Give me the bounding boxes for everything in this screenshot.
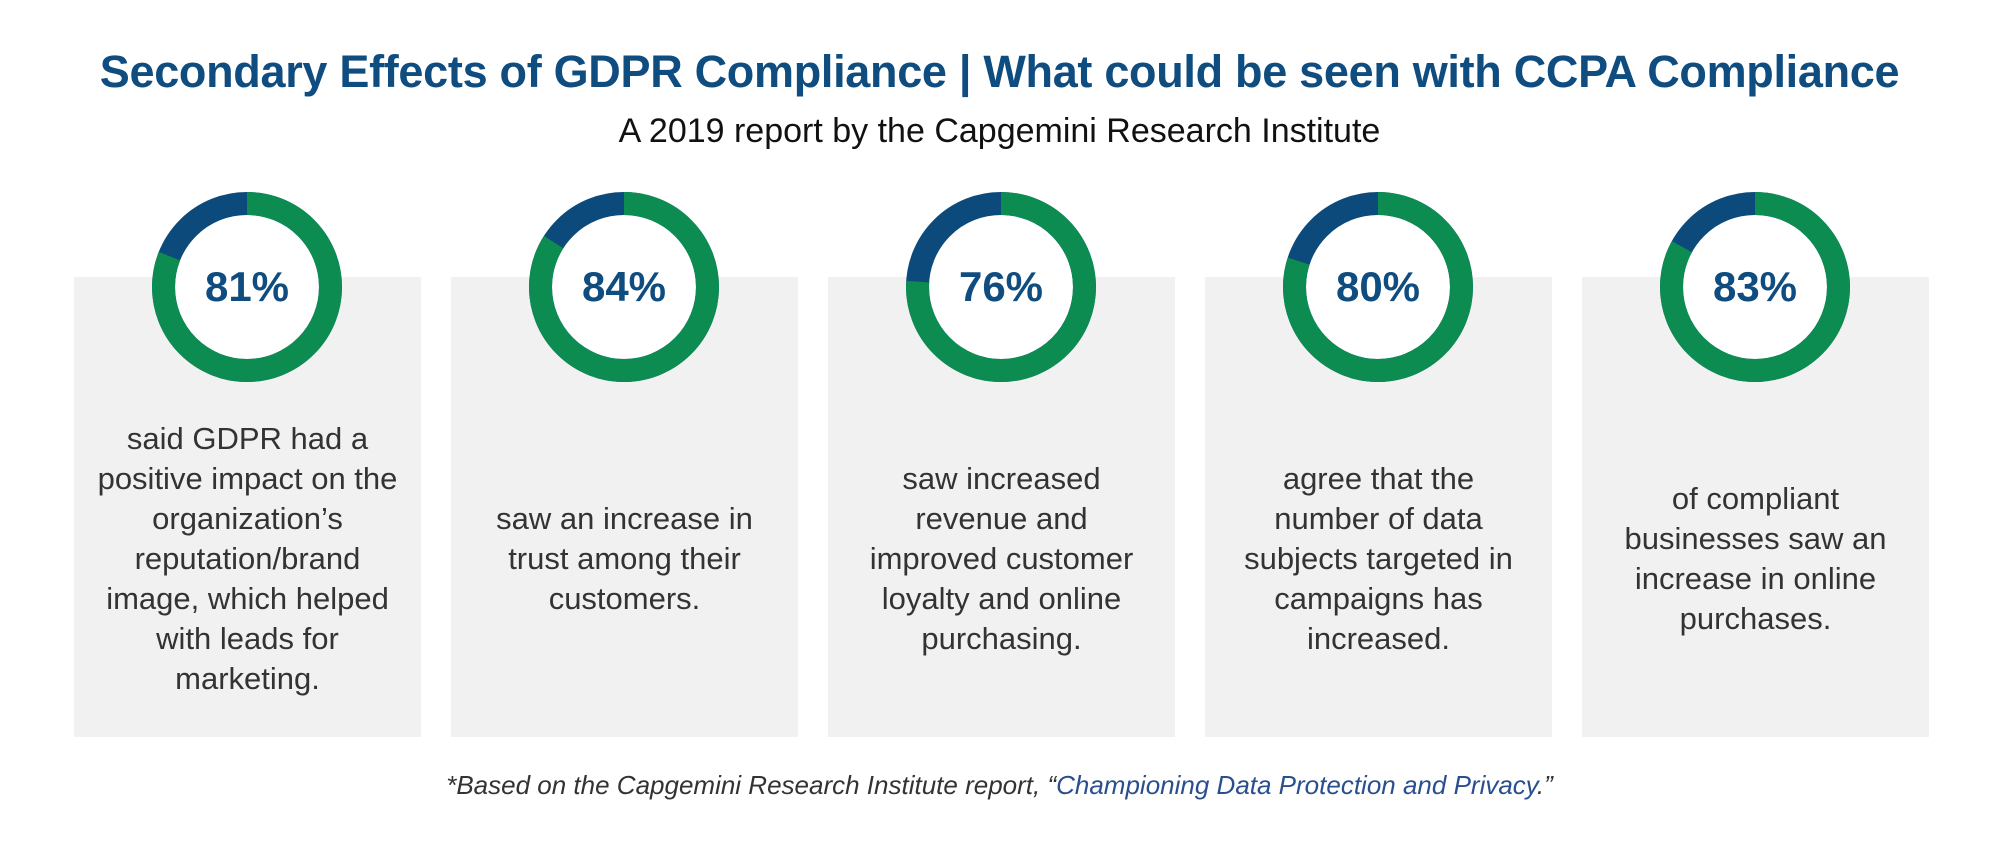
percent-label: 80% (1335, 263, 1421, 310)
percent-label: 76% (958, 263, 1044, 310)
donut-value-segment (152, 192, 342, 382)
stat-description: agree that the number of data subjects t… (1205, 380, 1552, 737)
stat-description-text: saw increased revenue and improved custo… (869, 460, 1134, 656)
footer-prefix: *Based on the Capgemini Research Institu… (446, 770, 1057, 800)
stat-description-text: said GDPR had a positive impact on the o… (97, 420, 398, 696)
donut-chart: 76% (906, 192, 1096, 382)
donut-value-segment (529, 192, 719, 382)
donut-value-segment (1660, 192, 1850, 382)
donut-value-segment (906, 192, 1096, 382)
stat-description-text: agree that the number of data subjects t… (1244, 460, 1513, 656)
donut-chart: 81% (152, 192, 342, 382)
percent-label: 81% (204, 263, 290, 310)
stat-description: said GDPR had a positive impact on the o… (74, 380, 421, 737)
donut-chart: 83% (1660, 192, 1850, 382)
stat-description-text: of compliant businesses saw an increase … (1624, 480, 1887, 636)
footer-suffix: .” (1536, 770, 1553, 800)
stat-description: of compliant businesses saw an increase … (1582, 380, 1929, 737)
page-title: Secondary Effects of GDPR Compliance | W… (99, 46, 1900, 97)
donut-value-segment (1283, 192, 1473, 382)
stat-description-text: saw an increase in trust among their cus… (496, 500, 753, 616)
donut-chart: 80% (1283, 192, 1473, 382)
stat-description: saw an increase in trust among their cus… (451, 380, 798, 737)
page-subtitle: A 2019 report by the Capgemini Research … (618, 112, 1381, 150)
percent-label: 84% (581, 263, 667, 310)
footer-note: *Based on the Capgemini Research Institu… (0, 770, 1999, 801)
report-link[interactable]: Championing Data Protection and Privacy (1056, 770, 1537, 800)
donut-chart: 84% (529, 192, 719, 382)
percent-label: 83% (1712, 263, 1798, 310)
stat-description: saw increased revenue and improved custo… (828, 380, 1175, 737)
